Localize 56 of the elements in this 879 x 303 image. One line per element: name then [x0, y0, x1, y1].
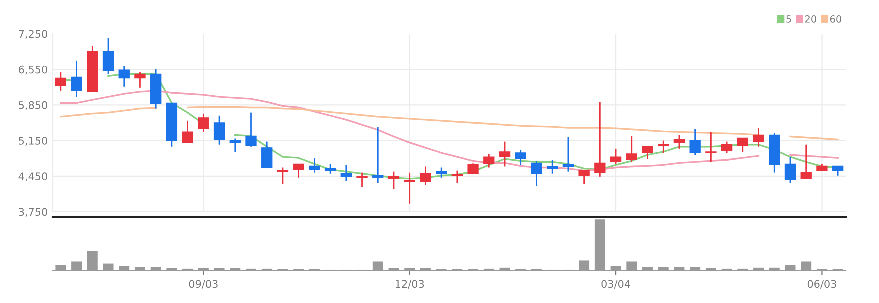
candlestick [324, 164, 336, 175]
legend-label: 5 [786, 16, 792, 23]
x-tick-label: 06/03 [808, 280, 836, 289]
candlestick [484, 153, 495, 168]
y-tick-label: 4,450 [18, 172, 48, 182]
candlestick [55, 71, 67, 92]
candlestick [388, 171, 400, 190]
candlestick [214, 115, 226, 146]
candlestick [71, 60, 82, 98]
candlestick [531, 160, 542, 187]
candlestick [436, 167, 448, 179]
x-tick-label: 03/04 [602, 280, 630, 289]
legend-label: 60 [830, 16, 842, 23]
candlestick [372, 126, 384, 184]
x-tick-label: 12/03 [396, 280, 424, 289]
candlestick [737, 138, 748, 153]
candlestick [706, 131, 717, 163]
candlestick [293, 164, 304, 179]
candlestick [468, 162, 479, 175]
candlestick [230, 138, 241, 153]
candlestick [594, 101, 606, 178]
y-tick-label: 6,550 [19, 66, 48, 75]
candlestick [102, 37, 114, 75]
candlestick [499, 141, 511, 168]
candlestick [262, 141, 273, 168]
candlestick [198, 113, 210, 133]
candlestick [642, 146, 654, 160]
y-tick-label: 5,850 [19, 101, 48, 110]
candlestick [721, 141, 733, 154]
candlestick [832, 166, 844, 177]
candlestick [562, 136, 574, 173]
y-tick-label: 5,150 [19, 137, 48, 146]
candlestick [134, 71, 146, 89]
candlestick [309, 157, 320, 174]
candlestick [182, 120, 194, 144]
y-tick-label: 7,250 [19, 30, 48, 40]
candlestick [578, 170, 590, 185]
candlestick [118, 65, 130, 88]
candlestick [784, 156, 796, 184]
candlestick [404, 172, 416, 205]
candlestick [690, 128, 701, 156]
candlestick [356, 172, 368, 188]
candlestick [420, 166, 432, 186]
candlestick [246, 112, 257, 148]
legend-label: 20 [805, 16, 816, 23]
candlestick [515, 149, 526, 166]
candlestick [800, 144, 812, 180]
x-tick-label: 09/03 [189, 280, 218, 289]
candlestick [547, 159, 558, 175]
candlestick [753, 127, 764, 148]
candlestick [610, 148, 622, 165]
candlestick [626, 136, 638, 163]
candlestick [340, 164, 352, 182]
candlestick [674, 134, 686, 150]
y-tick-label: 3,750 [19, 208, 48, 218]
candlestick [658, 140, 670, 154]
